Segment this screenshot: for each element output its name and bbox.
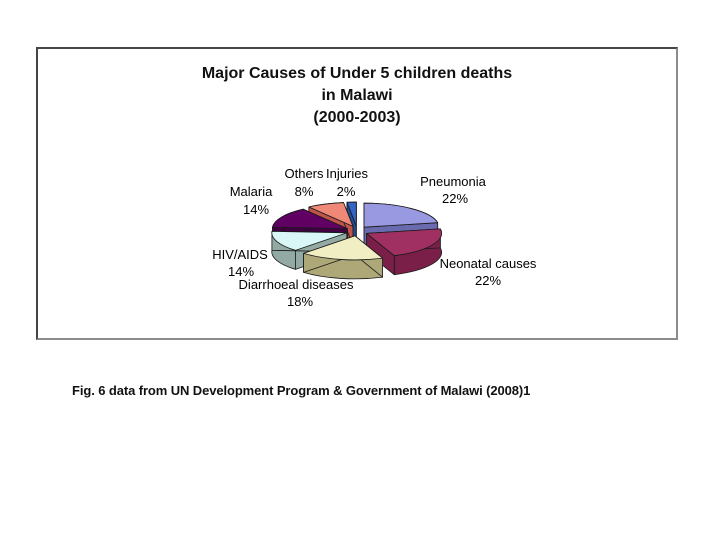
slice-label-others: Others [284,166,324,181]
pie-slice-neonatal-causes [366,228,443,257]
slice-label-neonatal-causes: Neonatal causes [439,256,537,271]
figure-caption: Fig. 6 data from UN Development Program … [72,383,530,398]
pie-slice-others [308,202,354,227]
pie-slice-malaria [272,208,348,230]
slice-pct-malaria: 14% [242,202,270,217]
pie-slice-hiv-aids [271,230,348,251]
figure-box: Major Causes of Under 5 children deaths … [36,47,678,340]
figure-caption-text: data from UN Development Program & Gover… [105,383,531,398]
figure-caption-prefix: Fig. 6 [72,383,106,398]
slice-pct-others: 8% [294,184,314,199]
chart-title-line2: in Malawi [321,87,393,104]
slice-label-pneumonia: Pneumonia [420,174,486,189]
slice-pct-diarrhoeal-diseases: 18% [286,294,314,309]
chart-title-line3: (2000-2003) [313,109,401,126]
slice-label-injuries: Injuries [326,166,368,181]
pie-slice-injuries [346,201,357,227]
slice-pct-injuries: 2% [336,184,356,199]
chart-title-line1: Major Causes of Under 5 children deaths [201,65,513,82]
pie-slice-pneumonia [363,202,439,228]
chart-title: Major Causes of Under 5 children deaths … [38,63,676,129]
slice-pct-neonatal-causes: 22% [474,273,502,288]
slice-pct-hiv-aids: 14% [227,264,255,279]
slice-pct-pneumonia: 22% [441,191,469,206]
pie-slice-diarrhoeal-diseases [303,235,383,261]
slice-label-diarrhoeal-diseases: Diarrhoeal diseases [238,277,354,292]
slice-label-malaria: Malaria [229,184,273,199]
slice-label-hiv-aids: HIV/AIDS [212,247,268,262]
